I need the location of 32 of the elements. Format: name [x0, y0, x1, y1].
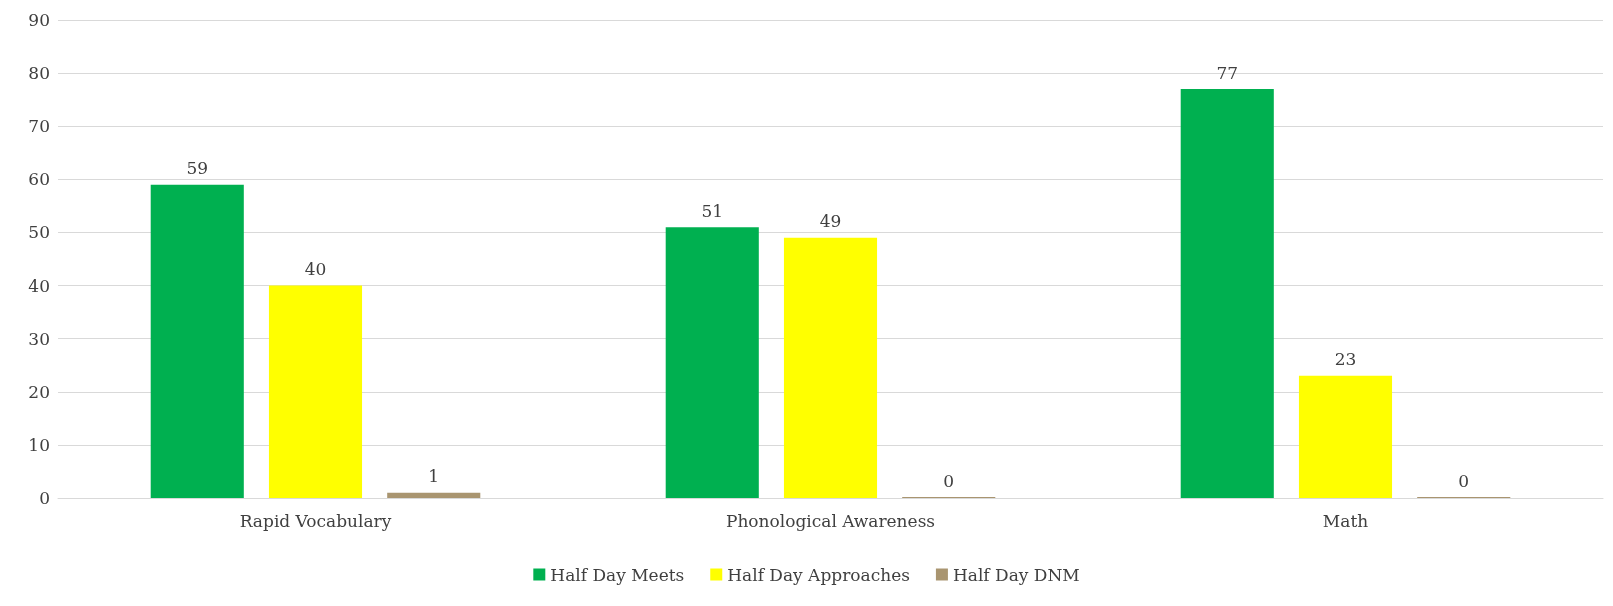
y-tick-label: 90	[28, 10, 50, 30]
y-tick-label: 20	[28, 381, 50, 402]
data-label: 1	[428, 466, 440, 487]
data-label: 51	[701, 200, 724, 221]
data-label: 49	[819, 211, 842, 232]
y-tick-label: 70	[28, 116, 50, 137]
legend-label: Half Day Meets	[550, 564, 685, 585]
bar	[387, 492, 481, 498]
y-tick-label: 0	[39, 488, 50, 508]
y-tick-label: 80	[28, 63, 50, 84]
bar	[268, 285, 363, 498]
bar	[1298, 375, 1393, 498]
bar	[150, 184, 244, 498]
y-tick-label: 50	[28, 222, 50, 243]
data-label: 40	[304, 259, 327, 280]
y-tick-label: 30	[28, 328, 50, 349]
data-label: 0	[943, 470, 955, 491]
data-label: 77	[1216, 62, 1239, 83]
x-tick-label: Rapid Vocabulary	[239, 510, 392, 531]
data-label: 23	[1334, 349, 1357, 370]
data-label: 0	[1458, 470, 1470, 491]
x-tick-label: Math	[1322, 510, 1369, 531]
bar	[783, 237, 878, 498]
legend-label: Half Day DNM	[952, 564, 1080, 585]
bar	[1180, 89, 1274, 498]
data-label: 59	[186, 158, 209, 179]
bar	[665, 227, 759, 498]
legend-label: Half Day Approaches	[727, 564, 910, 585]
y-tick-label: 60	[28, 169, 50, 190]
y-tick-label: 10	[28, 434, 50, 455]
y-tick-label: 40	[28, 275, 50, 296]
x-tick-label: Phonological Awareness	[725, 510, 936, 531]
